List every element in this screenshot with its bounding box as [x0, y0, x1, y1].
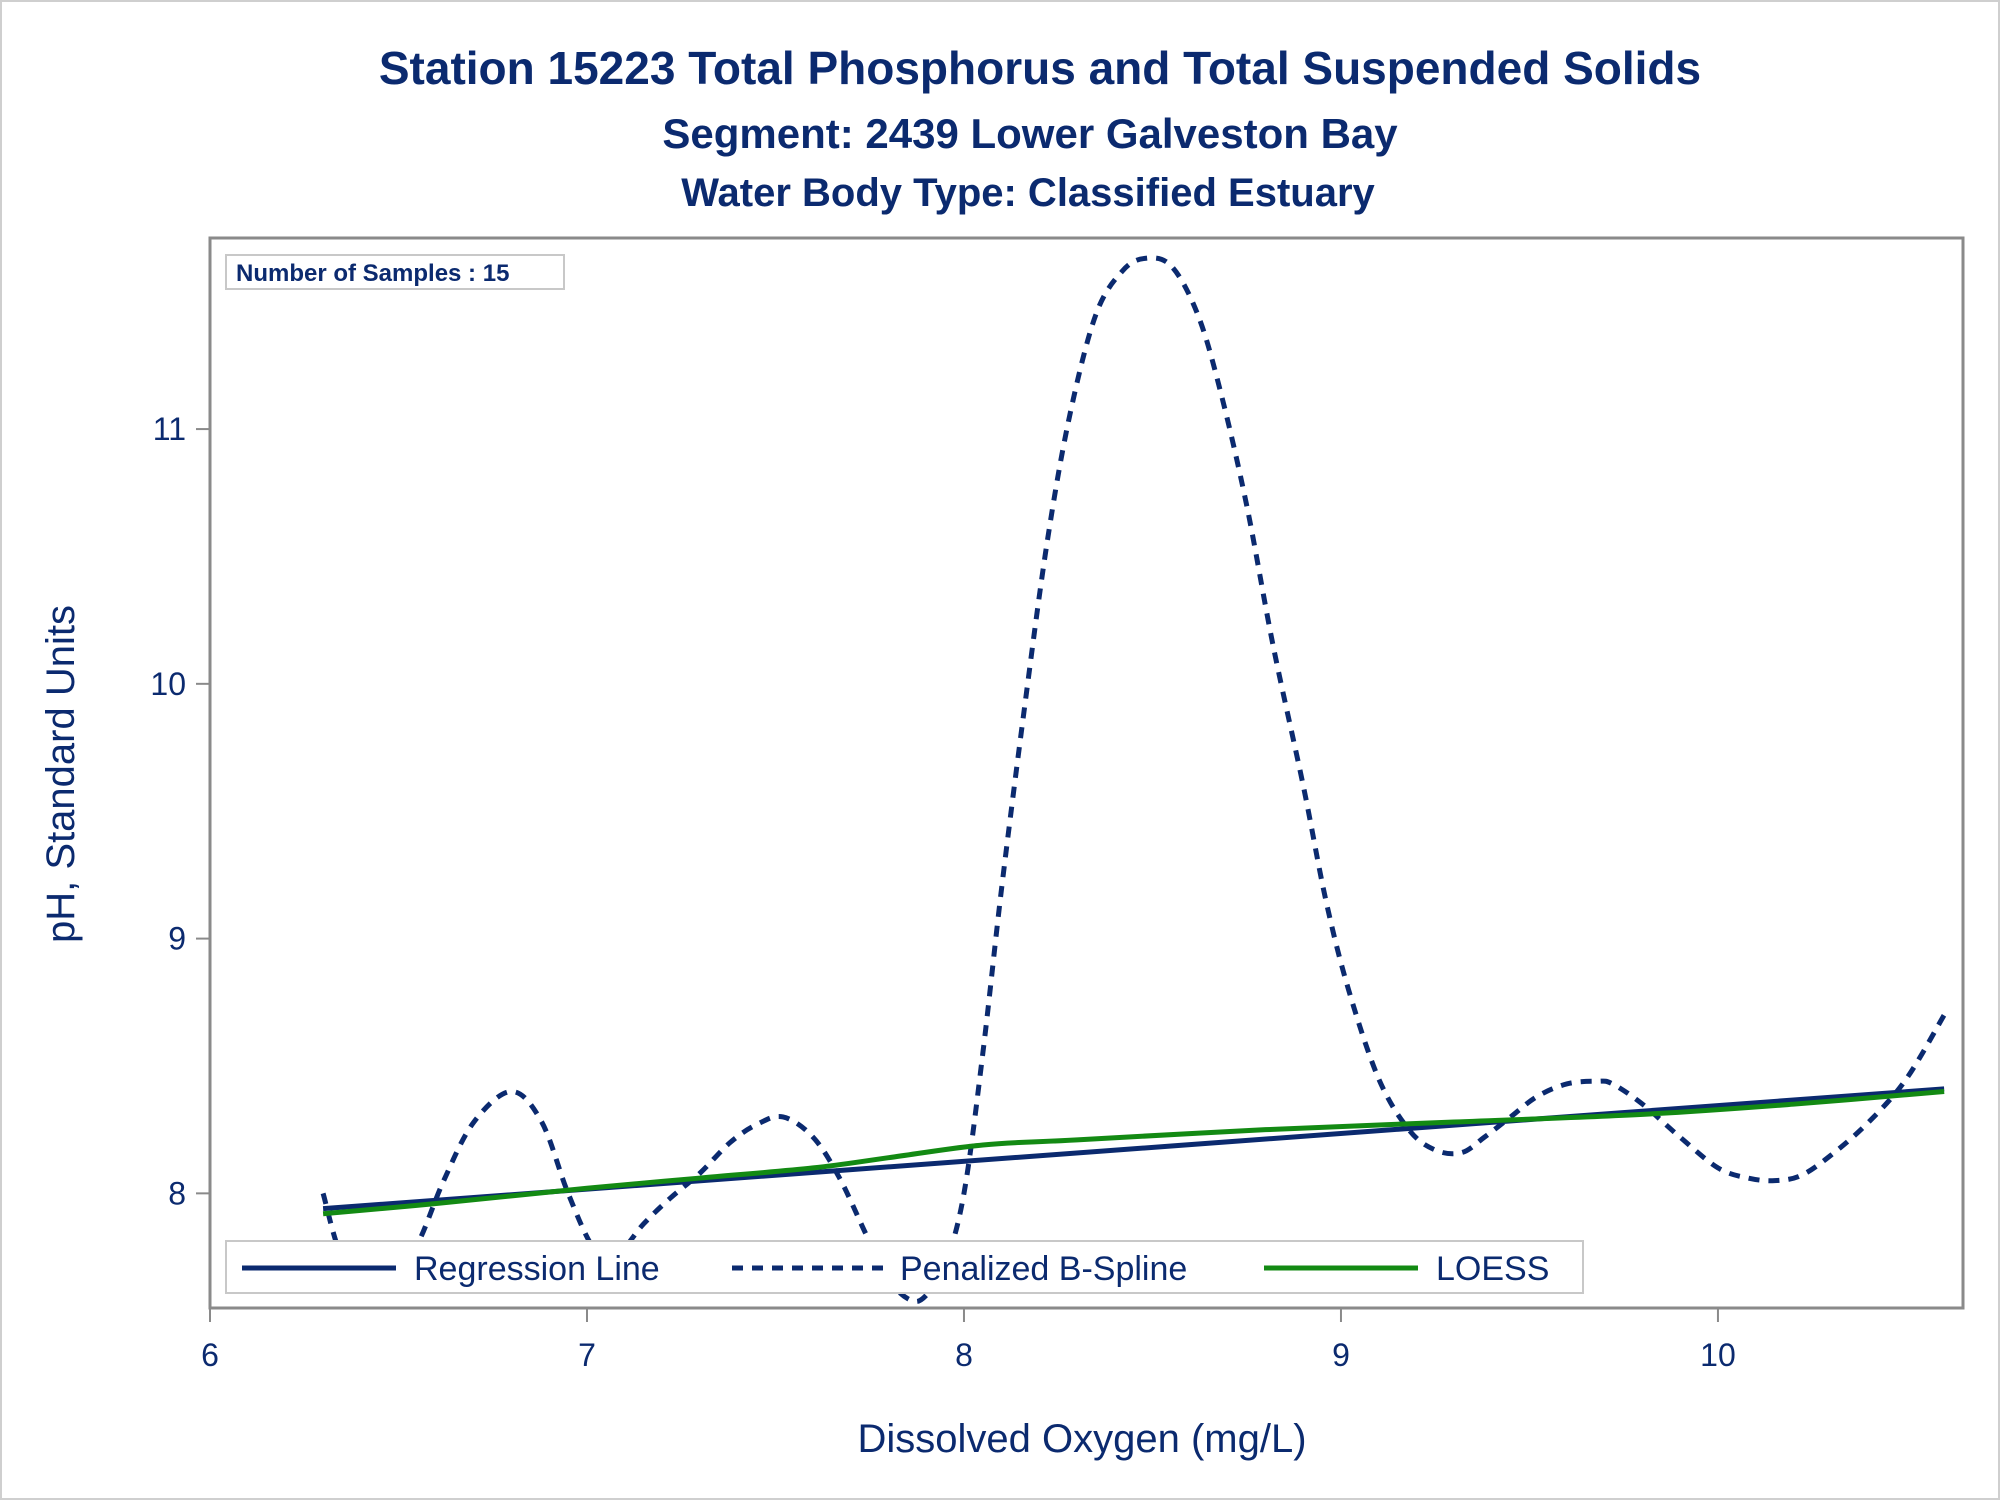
x-tick-label-4: 10 [1700, 1337, 1736, 1373]
chart-subtitle: Segment: 2439 Lower Galveston Bay [662, 110, 1398, 157]
chart-subtitle-2: Water Body Type: Classified Estuary [681, 171, 1375, 215]
penalized-b-spline-line [320, 255, 1947, 1304]
legend-label-spline: Penalized B-Spline [900, 1250, 1187, 1288]
y-tick-label-3: 11 [153, 411, 186, 447]
plot-frame [208, 236, 1965, 1310]
x-tick-label-0: 6 [201, 1337, 219, 1373]
chart-title: Station 15223 Total Phosphorus and Total… [379, 42, 1701, 94]
legend-label-loess: LOESS [1436, 1250, 1549, 1288]
y-tick-label-0: 8 [168, 1175, 186, 1211]
y-axis-label: pH, Standard Units [39, 605, 83, 943]
x-tick-label-1: 7 [578, 1337, 596, 1373]
loess-line [322, 1088, 1945, 1217]
x-axis-label: Dissolved Oxygen (mg/L) [857, 1417, 1306, 1461]
sample-count-border [225, 254, 565, 290]
x-tick-label-3: 9 [1332, 1337, 1350, 1373]
x-tick-label-2: 8 [955, 1337, 973, 1373]
y-tick-label-1: 9 [168, 921, 186, 957]
sample-count-box: Number of Samples : 15 [225, 254, 565, 290]
legend-border [225, 1240, 1584, 1294]
plot-area: 6 7 8 9 10 8 9 10 11 [150, 236, 1965, 1373]
sample-count-text: Number of Samples : 15 [236, 260, 509, 287]
legend-label-regression: Regression Line [414, 1250, 660, 1288]
legend: Regression Line Penalized B-Spline LOESS [225, 1240, 1584, 1294]
y-tick-label-2: 10 [150, 666, 186, 702]
